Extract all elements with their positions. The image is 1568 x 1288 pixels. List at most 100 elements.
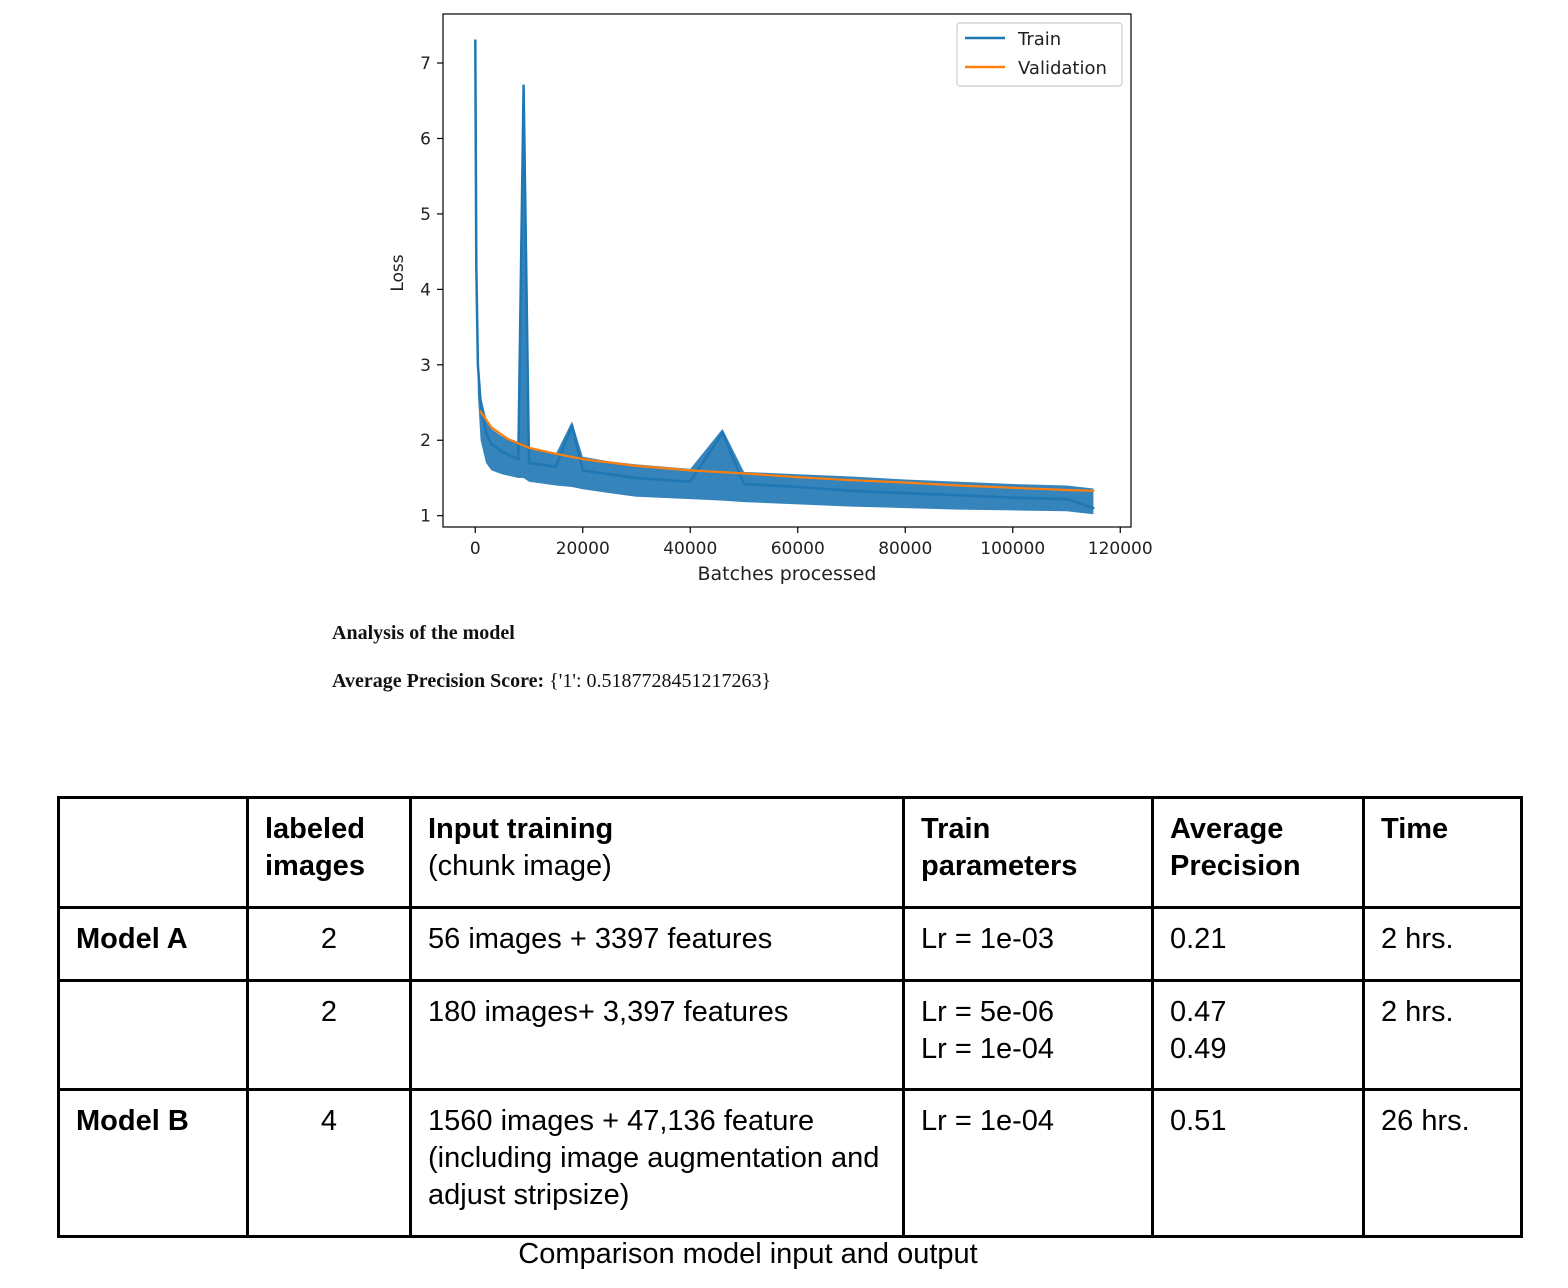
train-band-area (475, 36, 1094, 515)
row-train-parameters: Lr = 1e-03 (902, 906, 1154, 982)
row-time: 26 hrs. (1362, 1088, 1523, 1238)
y-tick-label: 7 (420, 54, 431, 74)
data-point-validation (554, 452, 558, 455)
ap-value: {'1': 0.5187728451217263} (549, 670, 772, 692)
table-row: Model B 4 1560 images + 47,136 feature (… (57, 1088, 1523, 1238)
row-model (57, 979, 249, 1091)
data-point-train (527, 461, 531, 465)
y-tick-label: 1 (420, 507, 431, 527)
header-average-precision: Average Precision (1151, 796, 1365, 909)
header-train-parameters: Train parameters (902, 796, 1154, 909)
x-axis-label: Batches processed (697, 563, 876, 585)
analysis-heading: Analysis of the model (332, 622, 515, 644)
data-point-train (904, 491, 907, 495)
average-precision-score: Average Precision Score: {'1': 0.5187728… (332, 670, 771, 693)
ap-label: Average Precision Score: (332, 670, 545, 692)
row-input-training: 56 images + 3397 features (409, 906, 905, 982)
header-time: Time (1362, 796, 1523, 909)
table-caption: Comparison model input and output (518, 1238, 978, 1270)
row-average-precision: 0.47 0.49 (1151, 979, 1365, 1091)
data-point-train (476, 363, 480, 366)
table-row: Model A 2 56 images + 3397 features Lr =… (57, 906, 1523, 982)
y-tick-label: 2 (420, 431, 431, 451)
data-point-train (635, 476, 638, 480)
data-point-validation (796, 476, 799, 479)
header-labeled-images: labeled images (246, 796, 412, 909)
data-point-train (500, 450, 504, 453)
data-point-train (554, 465, 558, 468)
row-model: Model A (57, 906, 249, 982)
data-point-validation (742, 472, 746, 475)
data-point-train (479, 401, 482, 404)
data-point-train (522, 84, 525, 87)
data-point-train (1065, 497, 1068, 501)
table-row: 2 180 images+ 3,397 features Lr = 5e-06 L… (57, 979, 1523, 1091)
data-point-validation (957, 484, 961, 487)
row-average-precision: 0.21 (1151, 906, 1365, 982)
y-tick-label: 5 (420, 205, 431, 225)
data-point-train (475, 265, 478, 268)
x-tick-label: 80000 (878, 539, 932, 559)
row-labeled-images: 2 (246, 906, 412, 982)
row-labeled-images: 4 (246, 1088, 412, 1238)
data-point-train (517, 457, 520, 461)
row-average-precision: 0.51 (1151, 1088, 1365, 1238)
loss-chart: 0 20000 40000 60000 80000 100000 120000 1 2 3 4 5 6… (388, 13, 1153, 585)
x-tick-label: 20000 (556, 539, 610, 559)
data-point-train (796, 485, 799, 489)
data-point-train (474, 39, 477, 42)
x-tick-label: 0 (470, 539, 481, 559)
data-point-validation (689, 469, 692, 472)
data-point-validation (581, 457, 584, 461)
data-point-validation (850, 479, 853, 482)
data-point-train (570, 424, 574, 427)
x-tick-label: 40000 (663, 539, 717, 559)
row-train-parameters: Lr = 1e-04 (902, 1088, 1154, 1238)
y-tick-label: 3 (420, 356, 431, 376)
legend-label-train: Train (1017, 29, 1061, 50)
row-labeled-images: 2 (246, 979, 412, 1091)
header-input-training: Input training (chunk image) (409, 796, 905, 909)
x-tick-label: 100000 (980, 539, 1045, 559)
data-point-train (1092, 506, 1095, 510)
data-point-validation (635, 464, 638, 468)
row-train-parameters: Lr = 5e-06 Lr = 1e-04 (902, 979, 1154, 1091)
row-time: 2 hrs. (1362, 979, 1523, 1091)
data-point-train (1011, 496, 1014, 499)
data-point-train (490, 442, 493, 446)
data-point-train (581, 469, 584, 472)
data-point-validation (490, 426, 493, 429)
header-cell-empty (57, 796, 249, 909)
series-line-validation (479, 410, 1094, 492)
plot-area-frame (442, 13, 1132, 528)
data-point-train (850, 489, 853, 492)
data-point-validation (1092, 489, 1095, 492)
comparison-table: labeled images Input training (chunk imag… (57, 796, 1523, 1238)
data-point-validation (506, 437, 509, 440)
y-axis-label: Loss (388, 254, 408, 291)
x-tick-label: 60000 (771, 539, 825, 559)
data-point-validation (1065, 488, 1068, 492)
row-input-training: 1560 images + 47,136 feature (including … (409, 1088, 905, 1238)
data-point-validation (479, 410, 482, 413)
series-line-train (474, 40, 1094, 510)
data-point-validation (527, 446, 531, 449)
legend: Train Validation (956, 22, 1123, 87)
data-point-validation (904, 481, 907, 484)
y-tick-label: 6 (420, 129, 431, 149)
data-point-train (957, 494, 961, 497)
row-model: Model B (57, 1088, 249, 1238)
data-point-train (608, 473, 611, 476)
legend-label-validation: Validation (1018, 58, 1107, 79)
data-point-train (484, 431, 488, 434)
x-tick-label: 120000 (1088, 539, 1153, 559)
data-point-train (742, 482, 746, 486)
table-header-row: labeled images Input training (chunk imag… (57, 796, 1523, 909)
train-loss-band (475, 36, 1094, 515)
data-point-validation (1011, 486, 1014, 489)
row-input-training: 180 images+ 3,397 features (409, 979, 905, 1091)
data-point-train (721, 431, 724, 434)
data-point-train (689, 480, 692, 483)
row-time: 2 hrs. (1362, 906, 1523, 982)
y-tick-label: 4 (420, 280, 431, 300)
